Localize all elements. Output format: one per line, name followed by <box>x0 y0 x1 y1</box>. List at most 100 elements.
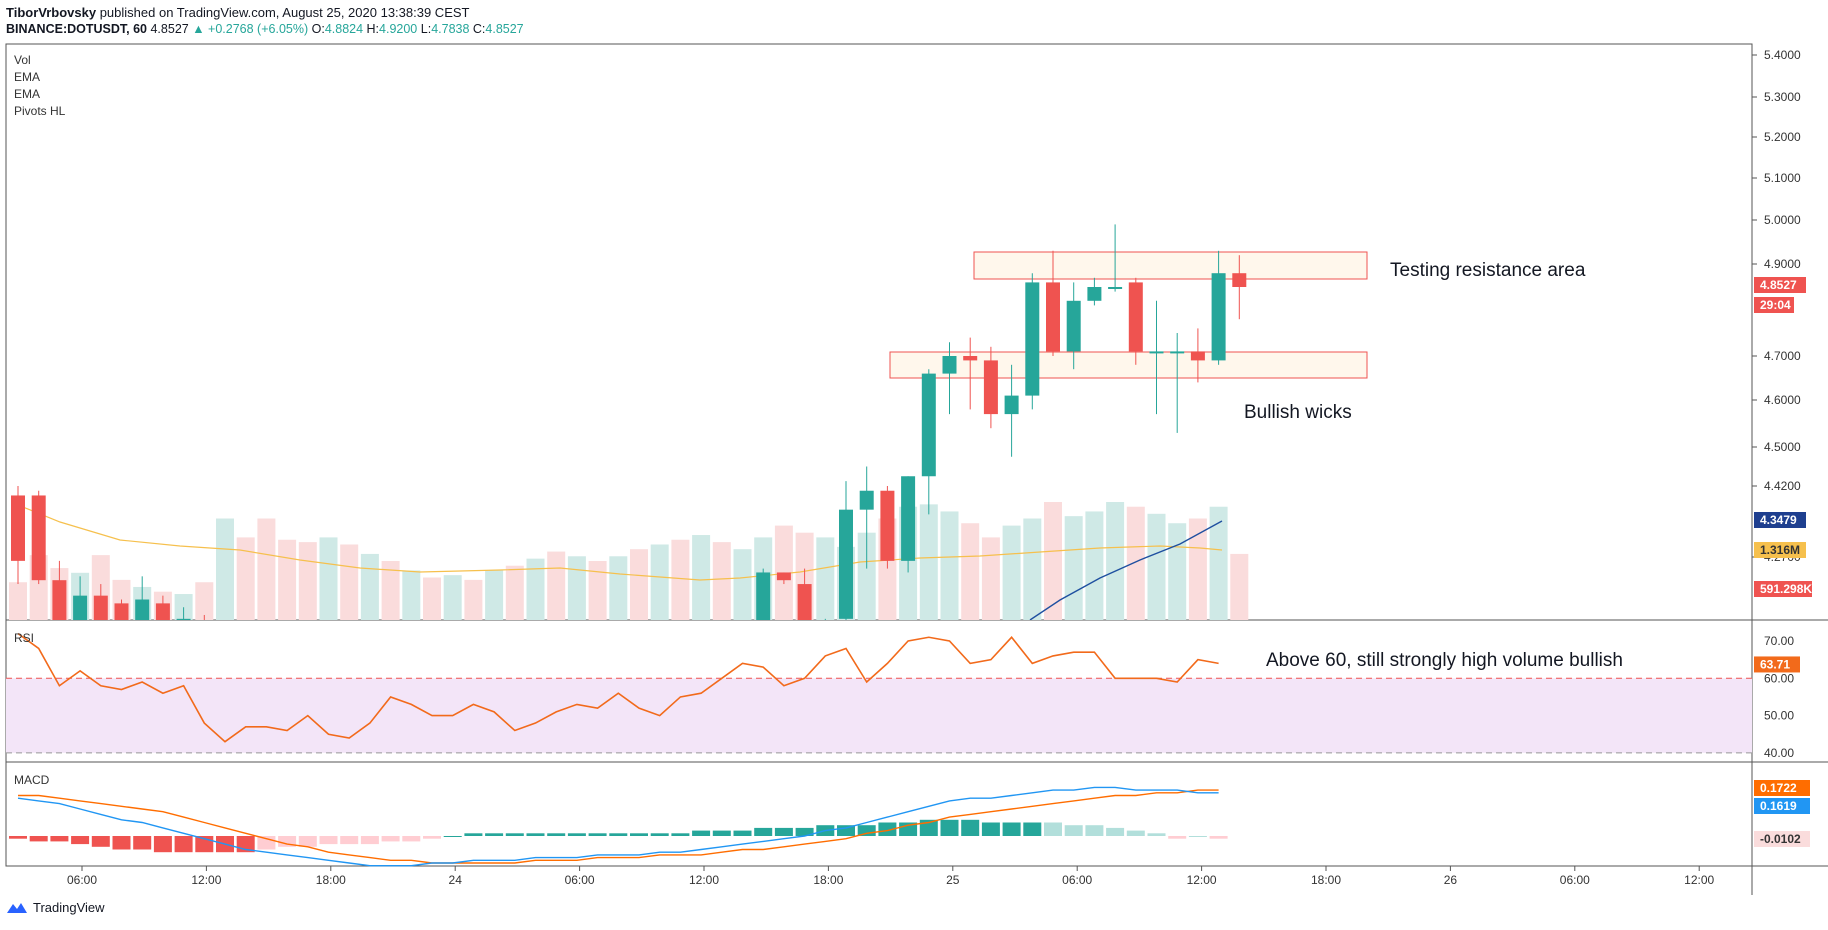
macd-histogram-bar <box>526 833 545 836</box>
macd-histogram-bar <box>381 836 400 842</box>
resistance-zone <box>973 251 1368 280</box>
volume-bar <box>961 523 980 620</box>
annotation-resistance: Testing resistance area <box>1390 260 1586 281</box>
candle-body <box>1025 282 1040 396</box>
volume-bar <box>857 532 876 620</box>
ema-slow-badge: 1.316M <box>1760 543 1800 557</box>
candle-body <box>1004 395 1019 415</box>
ema-slow-line <box>17 504 1223 581</box>
volume-bar <box>443 575 462 620</box>
macd-histogram-bar <box>423 836 441 839</box>
macd-histogram-bar <box>112 836 131 850</box>
price-axis[interactable]: 5.4000 5.3000 5.2000 5.1000 5.0000 4.9000 4.70… <box>1752 48 1812 597</box>
time-tick-label: 06:00 <box>565 873 595 887</box>
time-tick-label: 12:00 <box>1684 873 1714 887</box>
candle-body <box>259 657 273 661</box>
volume-bar <box>1168 523 1187 620</box>
time-tick-label: 18:00 <box>813 873 843 887</box>
candle-body <box>1108 287 1123 289</box>
volume-bar <box>1044 502 1062 620</box>
volume-bar <box>733 549 752 620</box>
macd-histogram-bar <box>795 827 814 836</box>
rsi-value-badge-bg <box>1754 656 1800 673</box>
volume-bar <box>340 544 359 620</box>
time-tick-label: 12:00 <box>191 873 221 887</box>
time-tick-label: 18:00 <box>316 873 346 887</box>
time-tick-label: 12:00 <box>1187 873 1217 887</box>
candle-body <box>342 669 356 677</box>
candle-body <box>797 584 812 620</box>
volume-bar <box>381 561 400 620</box>
macd-histogram-bar <box>50 836 69 842</box>
legend-item-1: EMA <box>14 70 40 84</box>
candle-body <box>942 356 957 374</box>
rsi-band <box>6 678 1752 753</box>
open-label: O: <box>311 22 325 36</box>
macd-histogram-bar <box>754 827 773 836</box>
macd-histogram-bar <box>298 836 317 847</box>
last-price-badge: 4.8527 <box>1760 278 1797 292</box>
price-tick-label: 5.1000 <box>1764 171 1801 185</box>
candle-body <box>11 495 25 561</box>
macd-histogram-bar <box>1188 836 1207 837</box>
time-tick-label: 25 <box>946 873 960 887</box>
rsi-tick-label: 70.00 <box>1764 634 1794 648</box>
ema-fast-line <box>1029 520 1223 620</box>
candles[interactable] <box>11 224 1247 692</box>
macd-histogram-bar <box>774 827 793 836</box>
macd-badge-label: -0.0102 <box>1760 832 1801 846</box>
macd-histogram-bar <box>609 833 628 836</box>
volume-bar <box>1188 518 1207 620</box>
volume-bar <box>1230 553 1249 620</box>
volume-bar <box>464 579 483 620</box>
volume-bar <box>940 511 959 620</box>
publish-header: TiborVrbovsky published on TradingView.c… <box>6 4 469 22</box>
volume-bar <box>1147 513 1166 620</box>
macd-histogram-bar <box>485 833 504 836</box>
candle-body <box>1211 273 1226 361</box>
last-price-badge-bg <box>1754 277 1806 293</box>
macd-histogram-bar <box>712 830 731 836</box>
volume-bar <box>650 544 669 620</box>
candle-body <box>52 580 67 620</box>
time-axis[interactable]: 06:00 12:00 18:00 24 06:00 12:00 18:00 25 06:00 1… <box>67 866 1715 887</box>
volume-bar <box>257 518 276 620</box>
volume-bar <box>236 537 255 620</box>
volume-bar <box>1106 502 1125 620</box>
candle-body <box>1128 282 1143 352</box>
countdown-badge: 29:04 <box>1760 298 1791 312</box>
macd-histogram-bar <box>1209 836 1228 839</box>
candle-body <box>776 572 791 581</box>
time-tick-label: 06:00 <box>1062 873 1092 887</box>
low-label: L: <box>420 22 432 36</box>
time-tick-label: 12:00 <box>689 873 719 887</box>
candle-body <box>239 630 253 657</box>
volume-bar <box>402 570 421 620</box>
annotation-zones <box>889 251 1368 379</box>
macd-histogram-bar <box>402 836 421 842</box>
macd-histogram-bar <box>940 819 959 836</box>
symbol-info: BINANCE:DOTUSDT, 60 4.8527 ▲ +0.2768 (+6… <box>6 20 524 38</box>
volume-bar <box>919 504 938 620</box>
macd-histogram-bar <box>29 836 48 842</box>
candle-body <box>155 603 170 620</box>
brand-name: TradingView <box>33 900 105 915</box>
tradingview-footer[interactable]: TradingView <box>6 900 105 915</box>
macd-histogram-bar <box>588 833 607 836</box>
ema-fast-badge: 4.3479 <box>1760 513 1797 527</box>
macd-histogram-bar <box>837 825 855 836</box>
macd-histogram-bar <box>1044 822 1062 836</box>
macd-histogram-bar <box>857 825 876 836</box>
symbol-name: BINANCE:DOTUSDT, 60 <box>6 22 147 36</box>
volume-bar <box>1209 506 1228 620</box>
volume-bar <box>319 537 338 620</box>
macd-badge-label: 0.1619 <box>1760 799 1797 813</box>
rsi-tick-label: 40.00 <box>1764 746 1794 760</box>
price-tick-label: 4.9000 <box>1764 257 1801 271</box>
macd-line <box>17 786 1219 867</box>
time-tick-label: 18:00 <box>1311 873 1341 887</box>
macd-histogram-bar <box>360 836 379 845</box>
candle-body <box>1190 351 1205 361</box>
chart-area[interactable]: Vol EMA EMA Pivots HL Testing resistance ar… <box>0 0 1828 900</box>
author-name[interactable]: TiborVrbovsky <box>6 5 97 20</box>
